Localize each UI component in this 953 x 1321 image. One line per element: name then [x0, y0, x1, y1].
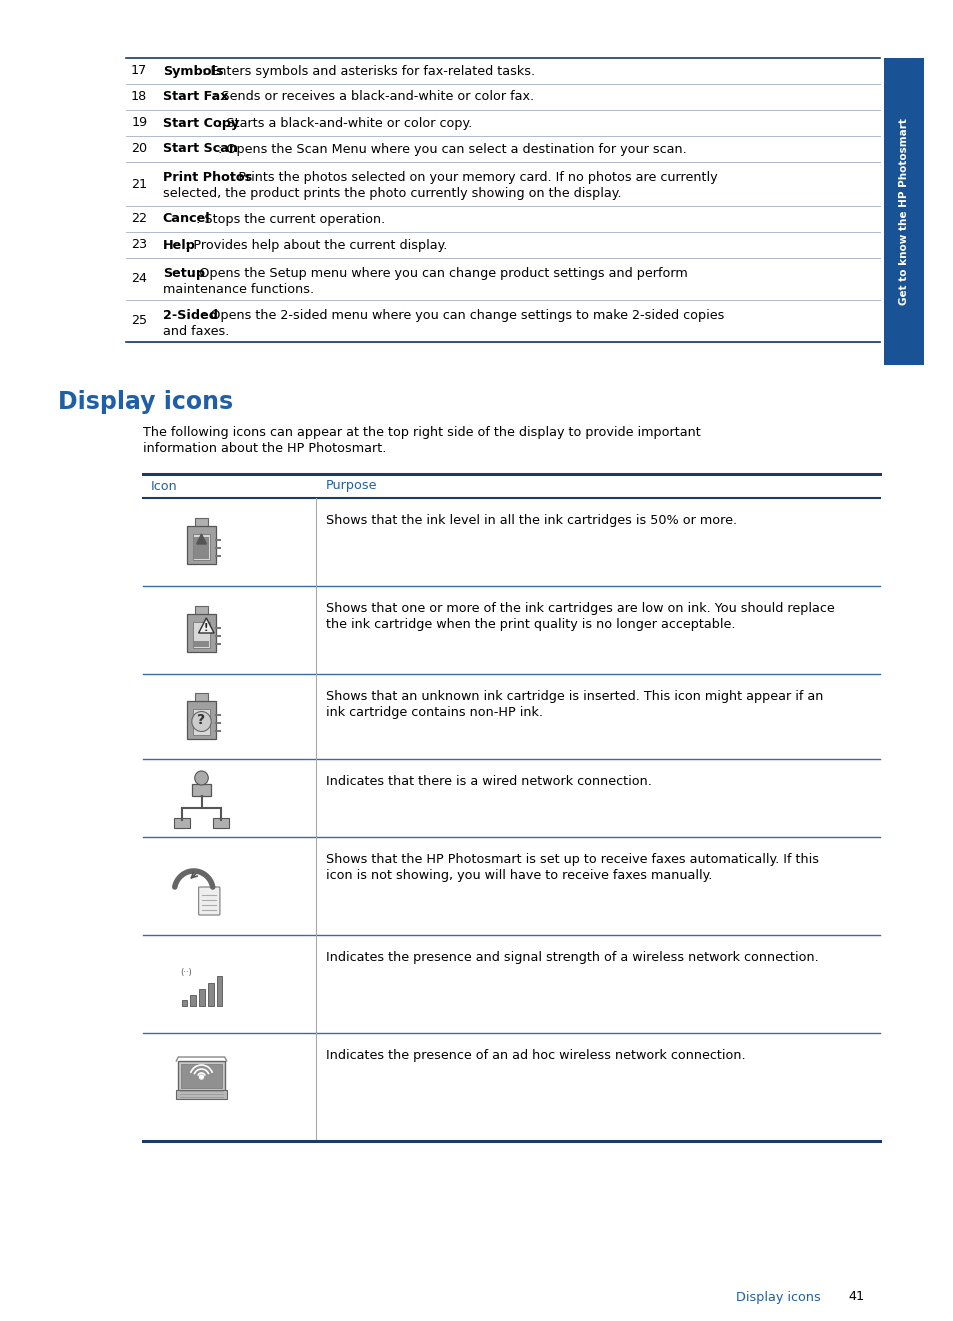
Text: !: !: [204, 624, 209, 633]
Text: Setup: Setup: [163, 267, 205, 280]
Text: : Starts a black-and-white or color copy.: : Starts a black-and-white or color copy…: [218, 116, 472, 129]
Text: maintenance functions.: maintenance functions.: [163, 283, 314, 296]
Bar: [181, 1063, 222, 1089]
Bar: [181, 1000, 187, 1007]
Text: : Sends or receives a black-and-white or color fax.: : Sends or receives a black-and-white or…: [213, 91, 534, 103]
Text: 2-Sided: 2-Sided: [163, 309, 217, 322]
Bar: [174, 818, 190, 828]
Text: 22: 22: [132, 213, 147, 226]
Text: : Prints the photos selected on your memory card. If no photos are currently: : Prints the photos selected on your mem…: [230, 170, 717, 184]
Text: 21: 21: [131, 177, 147, 190]
Text: 18: 18: [131, 91, 147, 103]
Text: (··): (··): [180, 967, 192, 976]
Text: information about the HP Photosmart.: information about the HP Photosmart.: [143, 443, 386, 454]
Text: Start Scan: Start Scan: [163, 143, 237, 156]
Circle shape: [192, 712, 211, 732]
Text: : Opens the Setup menu where you can change product settings and perform: : Opens the Setup menu where you can cha…: [191, 267, 686, 280]
Bar: [882, 58, 923, 365]
Bar: [176, 1090, 227, 1099]
Bar: [194, 692, 208, 703]
Text: Shows that the ink level in all the ink cartridges is 50% or more.: Shows that the ink level in all the ink …: [325, 514, 736, 527]
Bar: [193, 622, 210, 649]
Text: : Stops the current operation.: : Stops the current operation.: [196, 213, 385, 226]
Bar: [194, 606, 208, 616]
Bar: [191, 995, 196, 1007]
Text: 41: 41: [848, 1291, 863, 1304]
Text: Shows that one or more of the ink cartridges are low on ink. You should replace: Shows that one or more of the ink cartri…: [325, 602, 833, 616]
Circle shape: [194, 771, 208, 785]
Text: the ink cartridge when the print quality is no longer acceptable.: the ink cartridge when the print quality…: [325, 618, 734, 631]
Text: selected, the product prints the photo currently showing on the display.: selected, the product prints the photo c…: [163, 188, 620, 199]
Text: Help: Help: [163, 239, 195, 251]
Bar: [194, 518, 208, 528]
Bar: [193, 538, 209, 559]
Text: Shows that the HP Photosmart is set up to receive faxes automatically. If this: Shows that the HP Photosmart is set up t…: [325, 853, 818, 867]
Text: Start Copy: Start Copy: [163, 116, 239, 129]
Bar: [187, 614, 215, 653]
Bar: [193, 534, 210, 560]
Text: 23: 23: [131, 239, 147, 251]
Circle shape: [199, 1075, 203, 1079]
Text: 24: 24: [132, 272, 147, 285]
Text: 25: 25: [131, 314, 147, 328]
Text: Purpose: Purpose: [325, 480, 376, 493]
FancyBboxPatch shape: [198, 886, 220, 915]
Text: ?: ?: [197, 713, 205, 728]
Text: : Opens the 2-sided menu where you can change settings to make 2-sided copies: : Opens the 2-sided menu where you can c…: [201, 309, 723, 322]
Text: : Enters symbols and asterisks for fax-related tasks.: : Enters symbols and asterisks for fax-r…: [201, 65, 535, 78]
Text: : Opens the Scan Menu where you can select a destination for your scan.: : Opens the Scan Menu where you can sele…: [218, 143, 686, 156]
Text: ink cartridge contains non-HP ink.: ink cartridge contains non-HP ink.: [325, 705, 542, 719]
Text: Indicates the presence and signal strength of a wireless network connection.: Indicates the presence and signal streng…: [325, 951, 818, 964]
Text: Indicates that there is a wired network connection.: Indicates that there is a wired network …: [325, 775, 651, 789]
Text: Display icons: Display icons: [58, 390, 233, 413]
Text: Symbols: Symbols: [163, 65, 223, 78]
Bar: [187, 700, 215, 738]
Text: icon is not showing, you will have to receive faxes manually.: icon is not showing, you will have to re…: [325, 869, 711, 882]
Bar: [193, 641, 209, 647]
Text: Indicates the presence of an ad hoc wireless network connection.: Indicates the presence of an ad hoc wire…: [325, 1049, 744, 1062]
Bar: [208, 983, 213, 1007]
Text: Get to know the HP Photosmart: Get to know the HP Photosmart: [898, 118, 908, 305]
Text: Cancel: Cancel: [163, 213, 211, 226]
Bar: [193, 708, 210, 734]
Text: Display icons: Display icons: [736, 1291, 821, 1304]
Text: : Provides help about the current display.: : Provides help about the current displa…: [185, 239, 447, 251]
Polygon shape: [198, 618, 213, 633]
Text: Start Fax: Start Fax: [163, 91, 228, 103]
Bar: [213, 818, 229, 828]
Text: 20: 20: [131, 143, 147, 156]
Text: 17: 17: [131, 65, 147, 78]
Text: and faxes.: and faxes.: [163, 325, 229, 338]
Bar: [178, 1061, 225, 1091]
Text: The following icons can appear at the top right side of the display to provide i: The following icons can appear at the to…: [143, 425, 700, 439]
Bar: [187, 526, 215, 564]
Bar: [199, 989, 205, 1007]
Text: Print Photos: Print Photos: [163, 170, 252, 184]
Text: 19: 19: [131, 116, 147, 129]
Polygon shape: [196, 534, 206, 544]
Bar: [192, 783, 211, 797]
Text: Icon: Icon: [151, 480, 177, 493]
Text: Shows that an unknown ink cartridge is inserted. This icon might appear if an: Shows that an unknown ink cartridge is i…: [325, 690, 822, 703]
Bar: [216, 976, 222, 1007]
